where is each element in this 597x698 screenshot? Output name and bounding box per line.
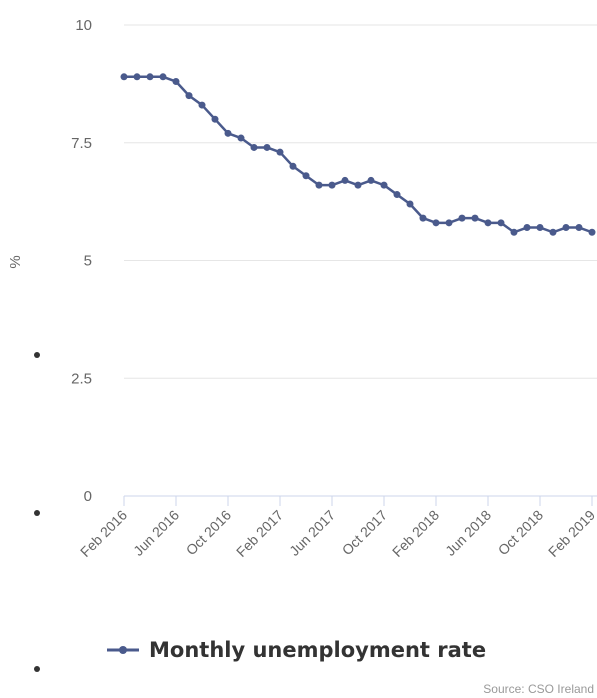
data-point[interactable]	[224, 129, 232, 137]
data-point[interactable]	[250, 143, 258, 151]
bullet-dot	[34, 666, 40, 672]
data-point[interactable]	[237, 134, 245, 142]
x-tick-label: Feb 2018	[389, 507, 442, 560]
data-point[interactable]	[198, 101, 206, 109]
data-point[interactable]	[172, 78, 180, 86]
data-point[interactable]	[510, 228, 518, 236]
data-point[interactable]	[536, 224, 544, 232]
x-tick-label: Oct 2017	[339, 507, 391, 559]
data-point[interactable]	[380, 181, 388, 189]
x-axis-ticks	[123, 496, 593, 506]
data-point[interactable]	[289, 162, 297, 170]
gridlines	[124, 24, 597, 379]
data-point[interactable]	[159, 73, 167, 81]
data-point[interactable]	[120, 73, 128, 81]
data-point[interactable]	[354, 181, 362, 189]
data-point[interactable]	[406, 200, 414, 208]
data-point[interactable]	[523, 224, 531, 232]
data-point[interactable]	[549, 228, 557, 236]
data-point[interactable]	[588, 228, 596, 236]
legend-label: Monthly unemployment rate	[149, 638, 486, 662]
y-tick-label: 10	[75, 17, 92, 34]
data-point[interactable]	[445, 219, 453, 227]
data-point[interactable]	[367, 176, 375, 184]
data-point[interactable]	[484, 219, 492, 227]
x-tick-label: Jun 2017	[286, 507, 338, 559]
x-tick-label: Feb 2016	[77, 507, 130, 560]
credits-source[interactable]: Source: CSO Ireland	[483, 682, 594, 696]
series-line	[124, 75, 593, 234]
data-point[interactable]	[276, 148, 284, 156]
legend-marker-icon	[119, 646, 127, 654]
legend[interactable]: Monthly unemployment rate	[107, 638, 486, 662]
data-point[interactable]	[432, 219, 440, 227]
y-tick-label: 7.5	[71, 135, 92, 152]
y-tick-label: 0	[84, 488, 92, 505]
data-point[interactable]	[146, 73, 154, 81]
data-point[interactable]	[458, 214, 466, 222]
x-tick-label: Oct 2016	[183, 507, 235, 559]
data-point[interactable]	[575, 224, 583, 232]
x-tick-label: Feb 2019	[545, 507, 597, 560]
data-point[interactable]	[341, 176, 349, 184]
y-axis-labels: 0 2.5 5 7.5 10	[71, 17, 92, 505]
series-monthly-unemployment-rate[interactable]	[120, 73, 596, 236]
data-point[interactable]	[471, 214, 479, 222]
x-tick-label: Oct 2018	[495, 507, 547, 559]
data-point[interactable]	[263, 143, 271, 151]
bullet-dot	[34, 352, 40, 358]
data-point[interactable]	[328, 181, 336, 189]
data-point[interactable]	[185, 92, 193, 100]
data-point[interactable]	[302, 172, 310, 180]
bullet-dot	[34, 510, 40, 516]
data-point[interactable]	[562, 224, 570, 232]
x-tick-label: Jun 2018	[442, 507, 494, 559]
data-point[interactable]	[211, 115, 219, 123]
data-point[interactable]	[497, 219, 505, 227]
y-axis-title: %	[7, 255, 24, 268]
data-point[interactable]	[393, 191, 401, 199]
data-point[interactable]	[419, 214, 427, 222]
y-tick-label: 5	[84, 253, 92, 270]
data-point[interactable]	[315, 181, 323, 189]
x-tick-label: Feb 2017	[233, 507, 286, 560]
y-tick-label: 2.5	[71, 370, 92, 387]
data-point[interactable]	[133, 73, 141, 81]
x-tick-label: Jun 2016	[130, 507, 182, 559]
